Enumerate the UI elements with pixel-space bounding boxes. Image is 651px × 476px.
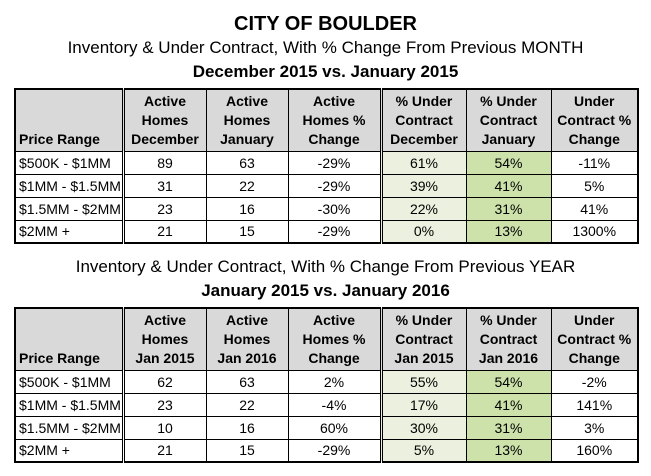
value-cell: 3% <box>550 415 639 440</box>
header-price-range: Price Range <box>14 307 124 371</box>
price-range-cell: $1MM - $1.5MM <box>14 173 124 198</box>
header-under-contract-jan-2016: % Under Contract Jan 2016 <box>465 307 552 371</box>
value-cell: 89 <box>121 150 207 175</box>
value-cell: 16 <box>205 196 289 221</box>
value-cell: 5% <box>379 438 467 463</box>
value-cell: 22 <box>205 392 289 417</box>
price-range-cell: $1.5MM - $2MM <box>14 196 124 221</box>
report-page: CITY OF BOULDER Inventory & Under Contra… <box>0 12 651 463</box>
value-cell: 141% <box>550 392 639 417</box>
value-cell: -29% <box>287 219 382 244</box>
value-cell: 39% <box>379 173 467 198</box>
value-cell: 5% <box>550 173 639 198</box>
header-under-contract-change: Under Contract % Change <box>550 88 639 152</box>
value-cell: 62 <box>121 369 207 394</box>
value-cell: 21 <box>121 219 207 244</box>
value-cell: 41% <box>465 392 552 417</box>
value-cell: 15 <box>205 438 289 463</box>
section-year-comparison: Inventory & Under Contract, With % Chang… <box>0 255 651 463</box>
value-cell: 31 <box>121 173 207 198</box>
value-cell: 41% <box>550 196 639 221</box>
value-cell: 55% <box>379 369 467 394</box>
value-cell: 61% <box>379 150 467 175</box>
table-row: $1.5MM - $2MM 10 16 60% 30% 31% 3% <box>14 415 639 440</box>
value-cell: -29% <box>287 438 382 463</box>
price-range-cell: $500K - $1MM <box>14 150 124 175</box>
value-cell: 21 <box>121 438 207 463</box>
header-active-homes-january: Active Homes January <box>205 88 289 152</box>
price-range-cell: $2MM + <box>14 438 124 463</box>
page-title: CITY OF BOULDER <box>234 13 417 35</box>
value-cell: 41% <box>465 173 552 198</box>
year-comparison-table: Price Range Active Homes Jan 2015 Active… <box>14 307 639 463</box>
table-row: $500K - $1MM 62 63 2% 55% 54% -2% <box>14 369 639 394</box>
value-cell: 1300% <box>550 219 639 244</box>
table-row: $500K - $1MM 89 63 -29% 61% 54% -11% <box>14 150 639 175</box>
value-cell: 31% <box>465 196 552 221</box>
value-cell: 60% <box>287 415 382 440</box>
value-cell: 30% <box>379 415 467 440</box>
value-cell: 0% <box>379 219 467 244</box>
value-cell: 22% <box>379 196 467 221</box>
value-cell: 13% <box>465 219 552 244</box>
header-active-homes-jan-2016: Active Homes Jan 2016 <box>205 307 289 371</box>
value-cell: 16 <box>205 415 289 440</box>
value-cell: -29% <box>287 173 382 198</box>
header-row: Price Range Active Homes Jan 2015 Active… <box>14 307 639 371</box>
header-active-homes-jan-2015: Active Homes Jan 2015 <box>121 307 207 371</box>
value-cell: 54% <box>465 369 552 394</box>
table-row: $1.5MM - $2MM 23 16 -30% 22% 31% 41% <box>14 196 639 221</box>
header-under-contract-change: Under Contract % Change <box>550 307 639 371</box>
value-cell: -30% <box>287 196 382 221</box>
table-row: $1MM - $1.5MM 23 22 -4% 17% 41% 141% <box>14 392 639 417</box>
price-range-cell: $1MM - $1.5MM <box>14 392 124 417</box>
value-cell: -4% <box>287 392 382 417</box>
month-comparison-table: Price Range Active Homes December Active… <box>14 88 639 244</box>
section-period: December 2015 vs. January 2015 <box>192 62 459 81</box>
table-row: $1MM - $1.5MM 31 22 -29% 39% 41% 5% <box>14 173 639 198</box>
header-active-homes-change: Active Homes % Change <box>287 88 382 152</box>
header-under-contract-december: % Under Contract December <box>379 88 467 152</box>
section-subtitle: Inventory & Under Contract, With % Chang… <box>67 38 584 57</box>
value-cell: 31% <box>465 415 552 440</box>
value-cell: 23 <box>121 392 207 417</box>
value-cell: 63 <box>205 150 289 175</box>
header-under-contract-jan-2015: % Under Contract Jan 2015 <box>379 307 467 371</box>
table-row: $2MM + 21 15 -29% 5% 13% 160% <box>14 438 639 463</box>
price-range-cell: $1.5MM - $2MM <box>14 415 124 440</box>
header-active-homes-change: Active Homes % Change <box>287 307 382 371</box>
value-cell: 22 <box>205 173 289 198</box>
value-cell: -2% <box>550 369 639 394</box>
value-cell: 17% <box>379 392 467 417</box>
section-period: January 2015 vs. January 2016 <box>201 281 450 300</box>
value-cell: 23 <box>121 196 207 221</box>
header-active-homes-december: Active Homes December <box>121 88 207 152</box>
table-row: $2MM + 21 15 -29% 0% 13% 1300% <box>14 219 639 244</box>
value-cell: 160% <box>550 438 639 463</box>
header-row: Price Range Active Homes December Active… <box>14 88 639 152</box>
value-cell: 63 <box>205 369 289 394</box>
value-cell: 2% <box>287 369 382 394</box>
header-price-range: Price Range <box>14 88 124 152</box>
section-month-comparison: Inventory & Under Contract, With % Chang… <box>0 36 651 244</box>
value-cell: -29% <box>287 150 382 175</box>
price-range-cell: $500K - $1MM <box>14 369 124 394</box>
value-cell: 54% <box>465 150 552 175</box>
header-under-contract-january: % Under Contract January <box>465 88 552 152</box>
section-subtitle: Inventory & Under Contract, With % Chang… <box>75 257 576 276</box>
value-cell: -11% <box>550 150 639 175</box>
value-cell: 10 <box>121 415 207 440</box>
price-range-cell: $2MM + <box>14 219 124 244</box>
value-cell: 15 <box>205 219 289 244</box>
value-cell: 13% <box>465 438 552 463</box>
